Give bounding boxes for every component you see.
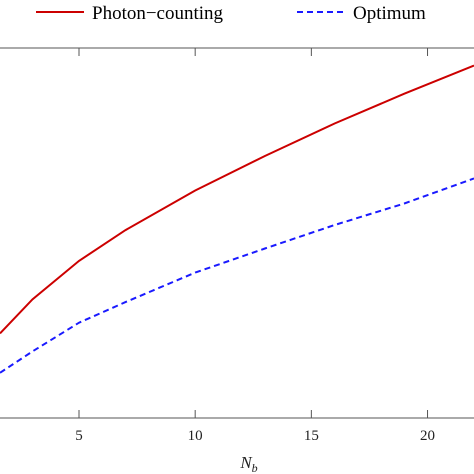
series-layer (0, 64, 474, 374)
series-line-optimum (0, 177, 474, 374)
x-tick-label-2: 15 (304, 428, 319, 444)
plot-frame (0, 47, 474, 419)
x-axis-ticks: 5 10 15 20 (75, 48, 435, 444)
x-axis-label-subscript: b (252, 461, 258, 474)
legend-label-photon-counting: Photon−counting (92, 3, 224, 24)
legend: Photon−counting Optimum (36, 3, 426, 24)
x-tick-label-0: 5 (75, 428, 83, 444)
x-tick-label-3: 20 (420, 428, 435, 444)
x-axis-label: Nb (239, 453, 257, 474)
series-line-photon-counting (0, 64, 474, 335)
legend-label-optimum: Optimum (353, 3, 426, 24)
x-tick-label-1: 10 (188, 428, 203, 444)
